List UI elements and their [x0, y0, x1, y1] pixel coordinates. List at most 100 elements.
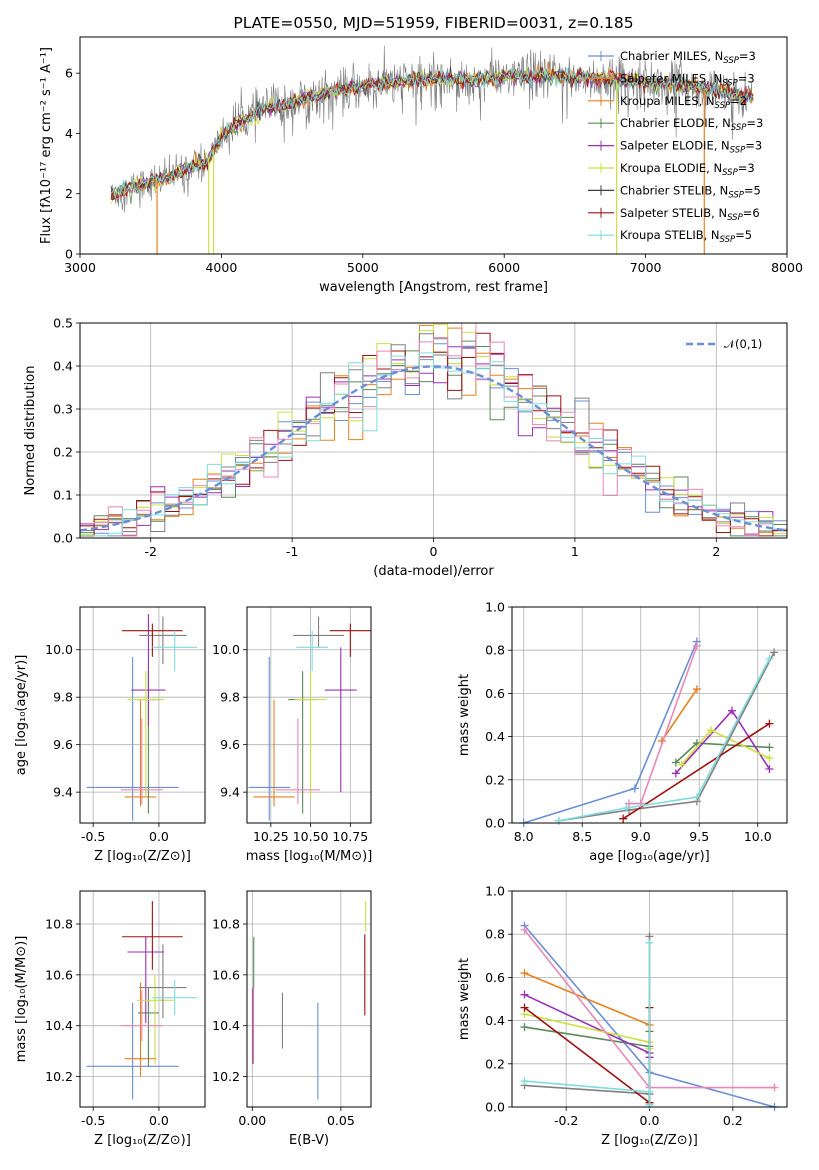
- z-age-xlabel: Z [log₁₀(Z/Z⊙)]: [94, 849, 191, 864]
- model-fit-line-5: [110, 68, 754, 205]
- mass-weight-age-ytick-label: 0.4: [485, 729, 505, 744]
- residuals-xtick-label: -2: [144, 544, 156, 559]
- spectrum-xtick-label: 7000: [630, 260, 662, 275]
- residuals-axes: [76, 322, 787, 542]
- mass-weight-age-series-marker-6: [619, 814, 628, 823]
- z-mass-ylabel: mass [log₁₀(M/M⊙)]: [14, 936, 29, 1063]
- z-mass-point-8: [152, 979, 198, 1016]
- legend-entry-8: Kroupa STELIB, NSSP=5: [620, 228, 752, 245]
- z-mass-point-0: [86, 1002, 179, 1100]
- mass-weight-z-xlabel: Z [log₁₀(Z/Z⊙)]: [601, 1133, 698, 1148]
- legend-entry-6: Chabrier STELIB, NSSP=5: [620, 183, 761, 200]
- legend-entry-3: Chabrier ELODIE, NSSP=3: [620, 116, 763, 133]
- ebv-mass-ytick-label: 10.2: [212, 1069, 240, 1084]
- mass-weight-z-frame: [511, 890, 788, 1108]
- ebv-mass-frame: [246, 890, 372, 1108]
- z-age-point-1: [124, 699, 157, 807]
- mass-weight-z-series-marker-3: [520, 990, 529, 999]
- mass-age-point-6: [329, 623, 371, 657]
- legend-entry-1: Salpeter MILES, NSSP=3: [620, 71, 755, 88]
- mass-weight-z-series-line-1: [524, 972, 650, 1026]
- mass-weight-age-series-line-3: [675, 709, 771, 774]
- mass-weight-z-series-line-3: [524, 993, 651, 1058]
- residuals-xlabel: (data-model)/error: [373, 564, 494, 579]
- mass-weight-age-series-line-0: [523, 641, 698, 823]
- ebv-mass-xtick-label: 0.00: [238, 1113, 266, 1128]
- residual-histogram-8: [80, 352, 787, 537]
- mass-weight-age-series-marker-2: [765, 743, 774, 752]
- spectrum-xlabel: wavelength [Angstrom, rest frame]: [319, 280, 548, 295]
- mass-weight-age-axes: [508, 606, 787, 827]
- mass-weight-z-series-marker-1: [520, 969, 529, 978]
- mass-age-point-1: [253, 699, 295, 807]
- mass-weight-age-ytick-label: 0.6: [485, 686, 505, 701]
- mass-weight-z-ytick-label: 0.6: [485, 970, 505, 985]
- mass-age-xtick-label: 10.75: [332, 829, 368, 844]
- residuals-xtick-label: 0: [430, 544, 438, 559]
- mass-age-xlabel: mass [log₁₀(M/M⊙)]: [246, 849, 373, 864]
- mass-weight-z-series-marker-8: [520, 1077, 529, 1086]
- mass-age-ytick-label: 10.0: [212, 642, 240, 657]
- z-age-ylabel: age [log₁₀(age/yr)]: [14, 655, 29, 776]
- mass-weight-age-series-marker-3: [765, 765, 774, 773]
- ebv-mass-ytick-label: 10.8: [212, 917, 240, 932]
- z-mass-xtick-label: 0.0: [149, 1113, 169, 1128]
- mass-weight-z-series-marker-6: [520, 1003, 529, 1012]
- spectrum-ytick-label: 2: [65, 186, 73, 201]
- residuals-xtick-label: -1: [286, 544, 298, 559]
- mass-weight-z-ytick-label: 0.4: [485, 1013, 505, 1028]
- z-age-xtick-label: -0.5: [81, 829, 105, 844]
- mass-weight-age-ytick-label: 0.2: [485, 772, 505, 787]
- mass-weight-z-series-line-8: [524, 942, 651, 1105]
- legend-entry-4: Salpeter ELODIE, NSSP=3: [620, 139, 762, 156]
- residuals-ytick-label: 0.3: [53, 402, 73, 417]
- mass-weight-z-series-marker-2: [520, 1023, 529, 1032]
- mass-weight-age-series-marker-8: [692, 793, 701, 802]
- spectrum-title: PLATE=0550, MJD=51959, FIBERID=0031, z=0…: [233, 14, 633, 32]
- residuals-ytick-label: 0.2: [53, 445, 73, 460]
- mass-weight-z-ylabel: mass weight: [457, 958, 472, 1040]
- z-mass-point-5: [139, 944, 187, 1019]
- model-fit-line-8: [110, 67, 754, 199]
- mass-weight-age-xlabel: age [log₁₀(age/yr)]: [589, 849, 710, 864]
- residuals-ytick-label: 0.0: [53, 531, 73, 546]
- z-mass-xtick-label: -0.5: [81, 1113, 105, 1128]
- z-age-frame: [79, 606, 206, 824]
- spectrum-xtick-label: 4000: [205, 260, 237, 275]
- mass-weight-age-series-line-8: [558, 658, 771, 822]
- mass-weight-z-xtick-label: 0.2: [723, 1113, 743, 1128]
- mass-age-ytick-label: 9.4: [220, 785, 240, 800]
- mass-age-frame: [246, 606, 372, 824]
- z-mass-point-1: [124, 982, 157, 1077]
- normal-distribution-curve: [80, 365, 785, 532]
- mass-weight-age-ytick-label: 1.0: [485, 600, 505, 615]
- z-mass-frame: [79, 890, 206, 1108]
- mass-weight-age-frame: [511, 606, 788, 824]
- legend-normal-label: 𝒩(0,1): [724, 337, 762, 351]
- z-age-ytick-label: 9.4: [53, 785, 73, 800]
- mass-weight-age-series-marker-1: [692, 685, 701, 694]
- z-age-point-7: [120, 718, 163, 805]
- mass-weight-age-xtick-label: 10.0: [744, 829, 772, 844]
- mass-weight-age-series-marker-3: [671, 769, 680, 778]
- legend-entry-0: Chabrier MILES, NSSP=3: [620, 49, 756, 66]
- mass-weight-z-series-marker-8: [645, 938, 654, 947]
- mass-weight-age-series-marker-4: [765, 754, 774, 763]
- mass-weight-age-series-line-5: [558, 652, 775, 822]
- mass-weight-z-axes: [508, 890, 787, 1111]
- z-age-point-6: [122, 623, 183, 657]
- z-age-point-4: [127, 671, 165, 797]
- z-age-xtick-label: 0.0: [149, 829, 169, 844]
- mass-weight-age-series-marker-6: [765, 719, 774, 728]
- mass-weight-age-series-marker-8: [765, 654, 774, 663]
- z-mass-ytick-label: 10.8: [45, 917, 73, 932]
- mass-weight-age-xtick-label: 8.5: [572, 829, 592, 844]
- mass-weight-age-series-marker-4: [706, 726, 715, 735]
- mass-weight-age-series-line-6: [622, 722, 770, 820]
- z-mass-point-6: [122, 901, 183, 970]
- ebv-mass-xtick-label: 0.05: [327, 1113, 355, 1128]
- mass-weight-age-xtick-label: 9.0: [631, 829, 651, 844]
- z-mass-point-4: [136, 974, 174, 1064]
- legend-entry-2: Kroupa MILES, NSSP=2: [620, 94, 747, 111]
- residuals-ylabel: Normed distribution: [23, 366, 38, 496]
